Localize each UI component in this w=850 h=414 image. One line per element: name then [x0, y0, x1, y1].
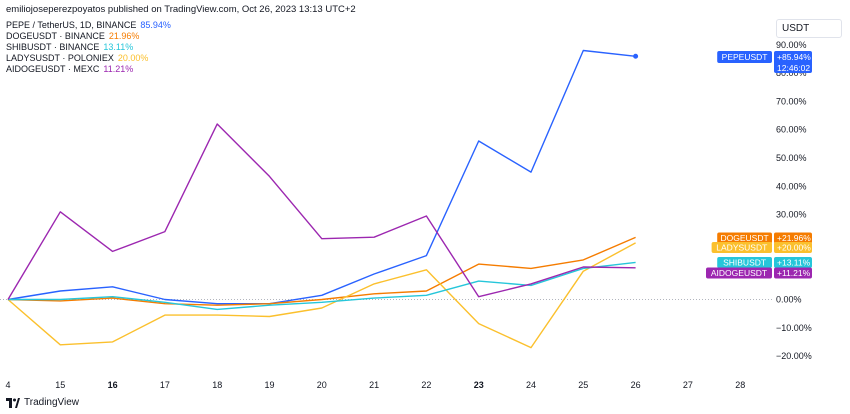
x-tick-label: 25: [578, 380, 588, 390]
legend-row-aidoge[interactable]: AIDOGEUSDT · MEXC 11.21%: [6, 64, 171, 75]
y-tick-label: 40.00%: [776, 181, 807, 191]
series-value-tag: [774, 232, 812, 244]
price-tags: PEPEUSDT +85.94%12:46:02 DOGEUSDT +21.96% LA…: [706, 51, 812, 279]
legend-row-ladys[interactable]: LADYSUSDT · POLONIEX 20.00%: [6, 53, 171, 64]
series-name-tag-text: DOGEUSDT: [721, 233, 769, 243]
legend-series-value: 85.94%: [140, 20, 171, 30]
series-name-tag: [711, 242, 772, 253]
legend-series-value: 21.96%: [108, 31, 140, 41]
y-tick-label: −10.00%: [776, 323, 812, 333]
series-countdown-text: 12:46:02: [777, 63, 810, 73]
legend-series-name: AIDOGEUSDT · MEXC: [6, 64, 100, 74]
legend-series-name: LADYSUSDT · POLONIEX: [6, 53, 114, 63]
series-value-tag: [774, 242, 812, 253]
series-name-tag: [717, 232, 772, 244]
series-lines: [7, 49, 639, 349]
x-tick-label: 15: [55, 380, 65, 390]
series-name-tag-text: SHIBUSDT: [723, 258, 766, 268]
publisher-line: emiliojoseperezpoyatos published on Trad…: [6, 4, 356, 15]
y-tick-label: 0.00%: [776, 295, 802, 305]
series-name-tag: [706, 267, 772, 279]
legend: PEPE / TetherUS, 1D, BINANCE 85.94% DOGEU…: [6, 20, 171, 75]
series-name-tag: [717, 51, 772, 63]
x-tick-label: 20: [317, 380, 327, 390]
footer-brand: TradingView: [6, 397, 79, 408]
series-value-tag-text: +13.11%: [777, 258, 811, 268]
x-tick-label: 4: [5, 380, 10, 390]
currency-selector[interactable]: USDT: [776, 19, 842, 38]
series-name-tag-text: PEPEUSDT: [722, 52, 768, 62]
y-tick-label: 30.00%: [776, 210, 807, 220]
x-tick-label: 22: [421, 380, 431, 390]
x-tick-label: 24: [526, 380, 536, 390]
series-line-pepeusdt[interactable]: [7, 49, 636, 305]
series-line-ladysusdt[interactable]: [7, 242, 636, 349]
series-line-aidogeusdt[interactable]: [7, 123, 636, 300]
legend-series-name: DOGEUSDT · BINANCE: [6, 31, 105, 41]
legend-series-name: SHIBUSDT · BINANCE: [6, 42, 100, 52]
series-value-tag: [774, 51, 812, 73]
series-value-tag-text: +20.00%: [777, 243, 811, 253]
series-value-tag-text: +21.96%: [777, 233, 811, 243]
footer-brand-name: TradingView: [24, 397, 80, 408]
series-value-tag-text: +85.94%: [777, 52, 811, 62]
y-tick-label: 70.00%: [776, 96, 807, 106]
series-value-tag-text: +11.21%: [777, 268, 811, 278]
x-tick-label: 17: [160, 380, 170, 390]
series-value-tag: [774, 267, 812, 279]
series-line-shibusdt[interactable]: [8, 261, 636, 311]
x-tick-label: 19: [264, 380, 274, 390]
y-axis[interactable]: 90.00% 80.00% 70.00% 60.00% 50.00% 40.00% 30.0…: [776, 40, 812, 361]
legend-series-name: PEPE / TetherUS, 1D, BINANCE: [6, 20, 137, 30]
y-tick-label: 80.00%: [776, 68, 807, 78]
legend-series-value: 11.21%: [103, 64, 134, 74]
x-tick-label: 28: [735, 380, 745, 390]
y-tick-label: 90.00%: [776, 40, 807, 50]
series-name-tag: [717, 257, 772, 268]
y-tick-label: 50.00%: [776, 153, 807, 163]
x-axis[interactable]: 4 15 16 17 18 19 20 21 22 23 24 25 26 27 28: [5, 380, 745, 390]
series-name-tag-text: AIDOGEUSDT: [711, 268, 767, 278]
series-line-dogeusdt[interactable]: [7, 236, 636, 306]
last-price-marker: [633, 53, 639, 59]
legend-row-doge[interactable]: DOGEUSDT · BINANCE 21.96%: [6, 31, 171, 42]
legend-series-value: 13.11%: [103, 42, 134, 52]
legend-row-shib[interactable]: SHIBUSDT · BINANCE 13.11%: [6, 42, 171, 53]
legend-row-pepe[interactable]: PEPE / TetherUS, 1D, BINANCE 85.94%: [6, 20, 171, 31]
x-tick-label: 23: [474, 380, 484, 390]
legend-series-value: 20.00%: [117, 53, 149, 63]
x-tick-label: 16: [108, 380, 118, 390]
series-value-tag: [774, 257, 812, 268]
series-name-tag-text: LADYSUSDT: [716, 243, 767, 253]
tradingview-logo-icon: [6, 397, 20, 408]
x-tick-label: 27: [683, 380, 693, 390]
x-tick-label: 26: [631, 380, 641, 390]
x-tick-label: 21: [369, 380, 379, 390]
x-tick-label: 18: [212, 380, 222, 390]
y-tick-label: 60.00%: [776, 125, 807, 135]
y-tick-label: −20.00%: [776, 351, 812, 361]
